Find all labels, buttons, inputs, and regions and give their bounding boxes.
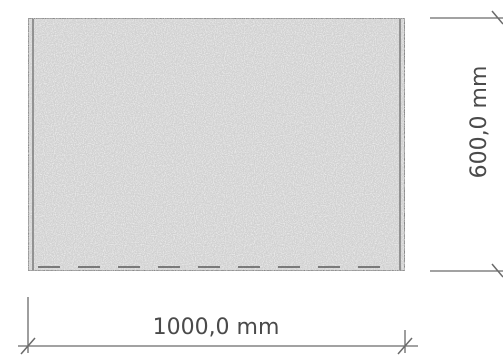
panel <box>27 17 406 272</box>
height-label: 600,0 mm <box>467 66 492 179</box>
width-label: 1000,0 mm <box>153 315 280 340</box>
width-dimension: 1000,0 mm <box>18 297 418 355</box>
height-tick-bottom <box>491 263 503 278</box>
width-tick-left <box>20 337 36 355</box>
panel-fill <box>27 17 406 272</box>
height-dimension: 600,0 mm <box>430 10 503 278</box>
height-tick-top <box>491 10 503 25</box>
width-tick-right <box>397 337 413 355</box>
